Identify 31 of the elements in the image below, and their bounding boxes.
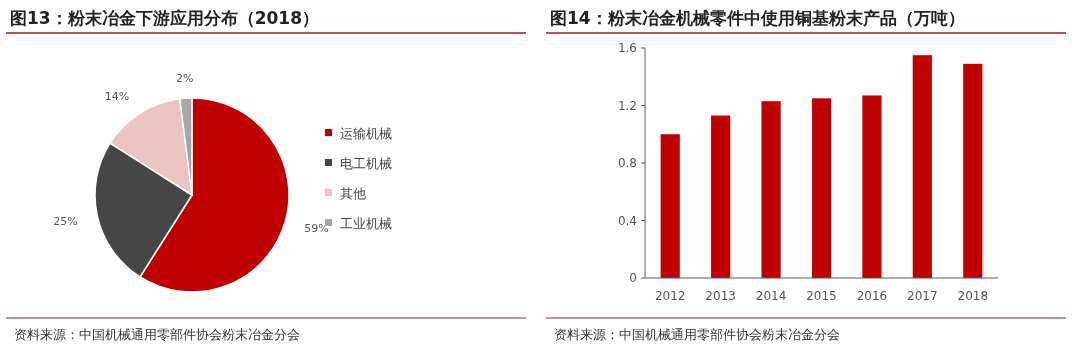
data-label: 2% [175,72,194,86]
text: 资料来源：中国机械通用零部件协会粉末冶金分会 [554,327,840,342]
y-tick-label: 0.8 [617,156,637,170]
x-tick-label: 2015 [806,289,837,303]
bar [761,101,781,278]
x-tick-label: 2018 [957,289,989,303]
bar [862,95,882,278]
data-label: 59% [304,221,329,235]
data-label: 14% [104,90,130,104]
bar [711,115,731,278]
x-tick-label: 2014 [755,289,787,303]
y-tick-label: 1.6 [617,41,637,55]
y-tick-label: 1.2 [617,98,637,113]
y-tick-label: 0 [629,271,637,285]
legend-label: 其他 [340,186,366,201]
x-tick-label: 2013 [705,289,736,303]
bar [912,55,932,278]
x-tick-label: 2012 [654,289,686,303]
text: 资料来源：中国机械通用零部件协会粉末冶金分会 [14,327,300,342]
x-tick-label: 2017 [907,289,938,303]
legend-label: 运输机械 [340,126,392,141]
legend-label: 电工机械 [340,156,392,171]
chart-title: 图13：粉末冶金下游应用分布（2018） [10,8,319,28]
legend-label: 工业机械 [340,216,392,231]
bar [811,98,832,278]
x-tick-label: 2016 [856,289,888,303]
y-tick-label: 0.4 [617,213,637,228]
chart-title: 图14：粉末冶金机械零件中使用铜基粉末产品（万吨） [550,8,965,28]
bar [963,63,983,278]
bar [660,134,680,278]
data-label: 25% [53,214,78,228]
